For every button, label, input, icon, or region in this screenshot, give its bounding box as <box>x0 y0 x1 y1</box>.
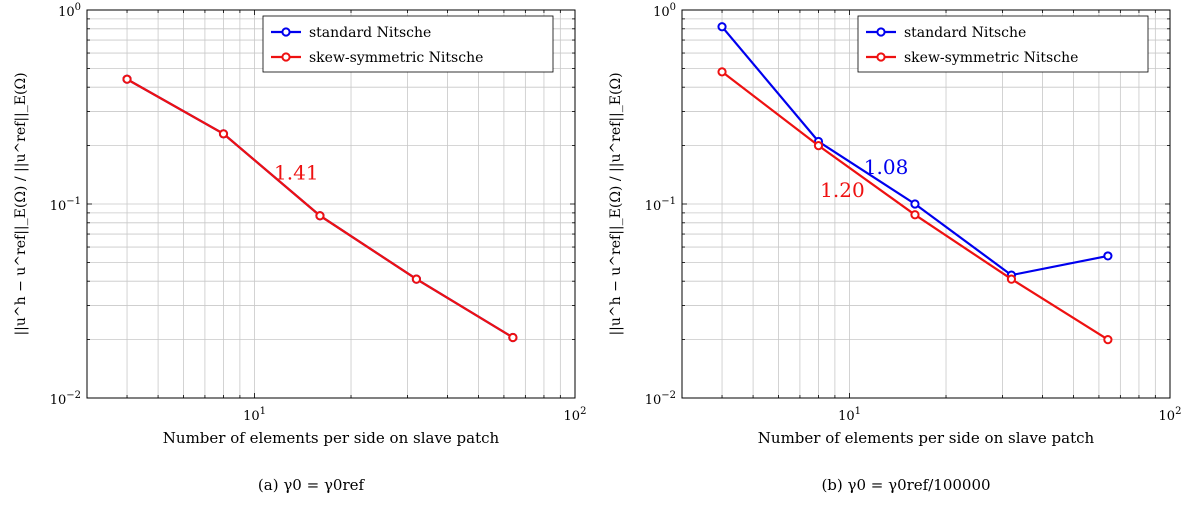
legend: standard Nitsche skew-symmetric Nitsche <box>262 15 554 73</box>
figure-caption: (a) γ0 = γ0ref <box>258 476 366 494</box>
legend-label: skew-symmetric Nitsche <box>904 50 1078 66</box>
data-point <box>122 74 132 84</box>
data-point <box>1006 274 1017 284</box>
data-point <box>717 67 727 77</box>
y-tick-label: 100 <box>58 2 81 20</box>
series-standard-nitsche <box>122 74 518 343</box>
data-point <box>910 199 920 209</box>
legend-label: skew-symmetric Nitsche <box>309 50 483 66</box>
series-skew-symmetric-nitsche <box>122 74 518 343</box>
data-point <box>508 332 518 343</box>
legend-label: standard Nitsche <box>904 25 1026 41</box>
series-line <box>126 78 514 339</box>
legend: standard Nitsche skew-symmetric Nitsche <box>857 15 1149 73</box>
data-point <box>315 211 325 221</box>
data-point <box>1103 335 1113 345</box>
plot-frame <box>86 9 576 399</box>
chart-panel-b: 101 102 10−2 10−1 100 Number of elements per … <box>608 2 1181 494</box>
x-axis-label: Number of elements per side on slave pat… <box>163 429 500 447</box>
data-point <box>411 274 422 284</box>
x-axis-label: Number of elements per side on slave pat… <box>758 429 1095 447</box>
legend-swatch-marker <box>281 27 291 37</box>
data-point <box>1103 251 1113 261</box>
y-tick-label: 10−2 <box>645 390 676 408</box>
y-axis-label: ||u^h − u^ref||_E(Ω) / ||u^ref||_E(Ω) <box>13 72 29 335</box>
series-line <box>126 78 514 339</box>
legend-swatch-marker <box>281 52 291 62</box>
legend-swatch-marker <box>876 27 886 37</box>
y-axis-label: ||u^h − u^ref||_E(Ω) / ||u^ref||_E(Ω) <box>608 72 624 335</box>
figure-caption: (b) γ0 = γ0ref/100000 <box>821 476 990 494</box>
x-tick-label: 102 <box>564 406 587 424</box>
series-skew-symmetric-nitsche <box>717 67 1113 345</box>
slope-annotation: 1.08 <box>864 155 909 179</box>
data-point <box>717 22 727 32</box>
y-tick-label: 10−1 <box>645 196 676 214</box>
legend-box <box>857 15 1149 73</box>
legend-box <box>262 15 554 73</box>
data-point <box>910 210 920 220</box>
slope-annotation: 1.41 <box>274 161 319 185</box>
data-point <box>218 129 229 139</box>
legend-swatch-marker <box>876 52 886 62</box>
chart-panel-a: 101 102 10−2 10−1 100 Number of elements per … <box>13 2 586 494</box>
x-tick-label: 101 <box>838 406 861 424</box>
slope-annotation: 1.20 <box>820 178 865 202</box>
y-tick-label: 10−2 <box>50 390 81 408</box>
y-tick-label: 10−1 <box>50 196 81 214</box>
y-tick-label: 100 <box>653 2 676 20</box>
legend-label: standard Nitsche <box>309 25 431 41</box>
plot-frame <box>681 9 1171 399</box>
x-tick-label: 101 <box>243 406 266 424</box>
data-point <box>813 141 824 151</box>
x-tick-label: 102 <box>1159 406 1182 424</box>
